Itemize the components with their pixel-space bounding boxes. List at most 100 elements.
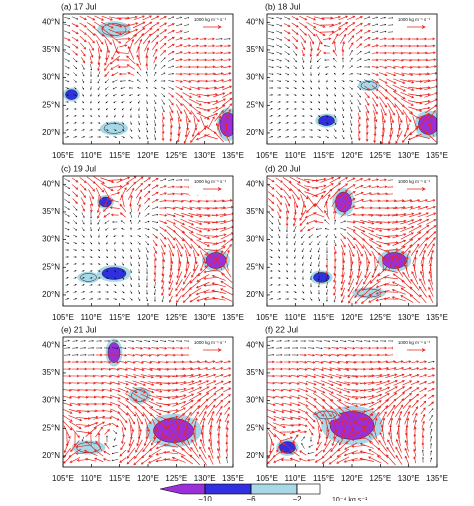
vector xyxy=(64,72,70,76)
vector xyxy=(285,284,289,286)
vector xyxy=(276,66,282,69)
vector xyxy=(387,410,395,425)
vector xyxy=(379,44,388,48)
vector xyxy=(138,121,141,126)
vector xyxy=(121,298,126,301)
vector xyxy=(386,360,397,363)
vector xyxy=(286,269,288,273)
vector xyxy=(316,234,322,238)
vector xyxy=(330,354,340,357)
vector xyxy=(363,178,372,182)
vector xyxy=(413,433,417,444)
vector xyxy=(268,219,274,225)
vector xyxy=(88,340,95,342)
vector xyxy=(373,110,378,123)
vector xyxy=(397,424,401,440)
vector xyxy=(281,409,293,414)
vector xyxy=(342,57,344,63)
vector xyxy=(79,16,87,21)
vector xyxy=(320,23,335,27)
vector xyxy=(111,46,119,60)
vector xyxy=(135,182,144,192)
vector xyxy=(136,432,142,447)
vector xyxy=(412,263,417,278)
vector xyxy=(282,395,293,399)
vector xyxy=(409,231,422,241)
vector xyxy=(330,440,340,453)
vector xyxy=(71,367,80,371)
vector xyxy=(370,411,380,424)
vector xyxy=(151,206,159,210)
vector xyxy=(347,286,355,298)
vector xyxy=(191,439,199,453)
x-tick-label: 135°E xyxy=(426,474,448,483)
vector xyxy=(294,262,296,266)
vector xyxy=(315,353,324,357)
vector xyxy=(189,367,201,371)
vector xyxy=(166,353,176,357)
vector xyxy=(97,136,102,138)
vector xyxy=(89,256,93,258)
vector xyxy=(84,457,97,462)
vector xyxy=(216,447,221,458)
vector xyxy=(64,192,71,197)
shading xyxy=(107,342,121,363)
vector xyxy=(103,353,112,357)
y-tick-label: 20°N xyxy=(42,290,60,299)
vector xyxy=(222,72,232,76)
vector xyxy=(183,37,191,41)
vector xyxy=(120,220,126,224)
vector xyxy=(294,276,296,280)
vector xyxy=(400,295,414,303)
vector xyxy=(225,456,228,464)
vector xyxy=(118,361,128,364)
vector xyxy=(119,457,127,463)
vector xyxy=(401,238,414,248)
vector xyxy=(269,115,273,117)
vector xyxy=(159,340,167,343)
vector xyxy=(109,388,121,393)
vector xyxy=(159,220,168,225)
vector xyxy=(90,219,92,225)
vector xyxy=(293,291,297,293)
vector xyxy=(386,65,396,69)
vector xyxy=(282,402,293,407)
vector xyxy=(79,354,87,356)
vector xyxy=(347,35,355,43)
vector xyxy=(281,436,294,442)
y-tick-label: 20°N xyxy=(246,290,264,299)
vector xyxy=(299,28,307,36)
vector xyxy=(90,211,92,219)
vector xyxy=(299,353,308,357)
vector xyxy=(392,90,406,100)
vector xyxy=(180,225,194,233)
vector xyxy=(415,134,430,140)
vector xyxy=(403,123,410,138)
vector xyxy=(203,269,218,274)
vector xyxy=(151,213,159,216)
vector xyxy=(106,114,108,118)
vector xyxy=(306,27,316,37)
vector xyxy=(182,279,192,291)
vector xyxy=(81,249,85,251)
vector xyxy=(207,58,216,62)
vector xyxy=(291,360,300,364)
vector xyxy=(97,227,100,232)
vector xyxy=(168,287,174,297)
vector xyxy=(89,136,94,138)
vector xyxy=(154,120,157,127)
vector xyxy=(285,94,290,96)
vector xyxy=(105,122,109,125)
vector xyxy=(96,347,103,349)
vector xyxy=(136,71,142,77)
vector xyxy=(208,446,214,459)
shading xyxy=(101,23,127,36)
vector xyxy=(375,289,390,295)
vector xyxy=(267,360,275,364)
vector xyxy=(354,353,365,357)
vector xyxy=(213,92,226,98)
vector xyxy=(169,295,173,303)
vector xyxy=(134,405,145,417)
vector xyxy=(79,35,87,43)
vector xyxy=(75,444,90,449)
